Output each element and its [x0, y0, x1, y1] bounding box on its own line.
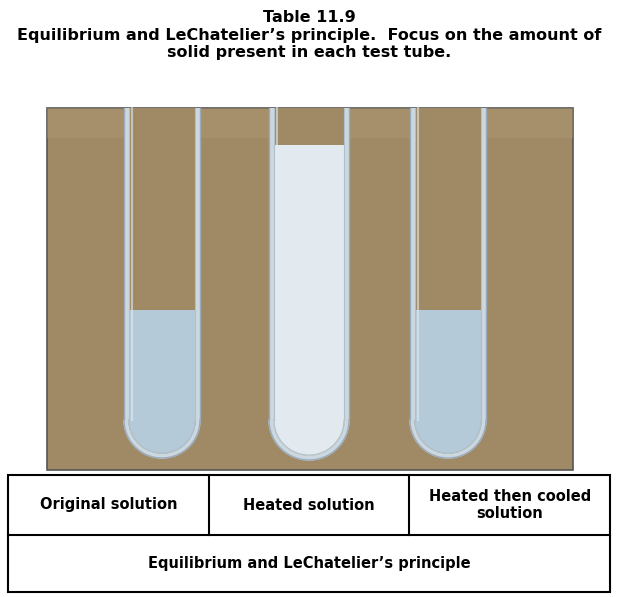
Bar	[410, 108, 415, 420]
Bar	[415, 108, 481, 420]
Bar	[195, 108, 200, 420]
Bar	[8, 475, 610, 592]
Text: Original solution: Original solution	[40, 497, 177, 512]
Polygon shape	[124, 420, 200, 458]
Polygon shape	[274, 420, 344, 455]
Text: Table 11.9: Table 11.9	[263, 10, 355, 25]
Bar	[344, 108, 349, 420]
Text: Heated solution: Heated solution	[243, 497, 375, 512]
Bar	[129, 108, 195, 420]
Bar	[124, 108, 129, 420]
Polygon shape	[415, 420, 481, 453]
Text: Heated then cooled
solution: Heated then cooled solution	[428, 489, 591, 521]
Polygon shape	[274, 420, 344, 455]
Bar	[269, 108, 274, 420]
Bar	[274, 108, 344, 420]
Polygon shape	[415, 420, 481, 453]
Bar	[47, 108, 573, 138]
Bar	[415, 310, 481, 420]
Polygon shape	[410, 420, 486, 458]
Bar	[274, 145, 344, 420]
Polygon shape	[129, 420, 195, 453]
Polygon shape	[269, 420, 349, 460]
Text: Equilibrium and LeChatelier’s principle: Equilibrium and LeChatelier’s principle	[148, 556, 470, 571]
Bar	[129, 310, 195, 420]
Polygon shape	[129, 420, 195, 453]
Bar	[47, 108, 573, 470]
Text: Equilibrium and LeChatelier’s principle.  Focus on the amount of
solid present i: Equilibrium and LeChatelier’s principle.…	[17, 28, 601, 60]
Bar	[481, 108, 486, 420]
